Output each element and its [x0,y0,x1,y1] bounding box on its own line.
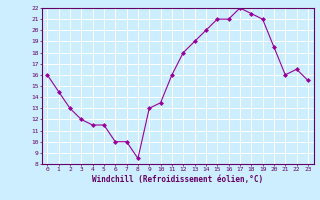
X-axis label: Windchill (Refroidissement éolien,°C): Windchill (Refroidissement éolien,°C) [92,175,263,184]
